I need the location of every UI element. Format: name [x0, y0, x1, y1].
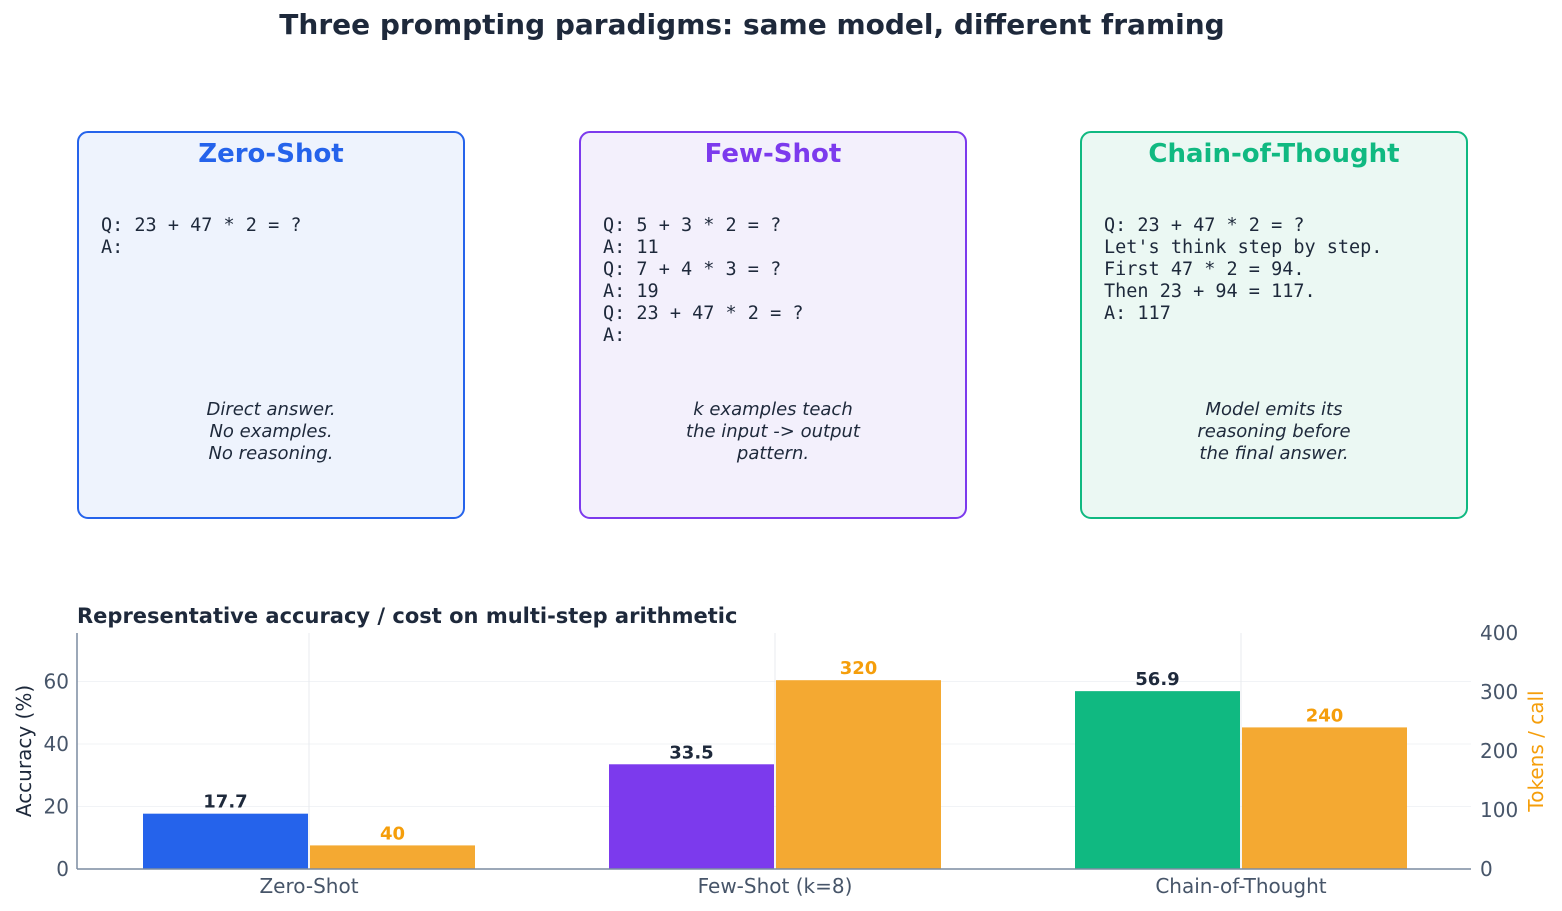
data-label-tokens: 320: [840, 658, 878, 679]
card-title: Zero-Shot: [198, 139, 344, 169]
card-description: Direct answer. No examples. No reasoning…: [206, 399, 336, 464]
y-tick-label-right: 200: [1480, 739, 1518, 763]
bar-accuracy: [609, 764, 774, 869]
x-tick-label: Chain-of-Thought: [1155, 874, 1326, 898]
y-tick-label-right: 300: [1480, 680, 1518, 704]
bar-accuracy: [1075, 691, 1240, 869]
bar-tokens: [1242, 727, 1407, 869]
y-tick-label-left: 60: [44, 669, 69, 693]
data-label-accuracy: 56.9: [1135, 669, 1179, 690]
y-tick-label-right: 0: [1480, 857, 1493, 881]
card-title: Chain-of-Thought: [1148, 139, 1400, 169]
bar-tokens: [776, 680, 941, 869]
card-title: Few-Shot: [704, 139, 842, 169]
chart-title: Representative accuracy / cost on multi-…: [77, 604, 738, 628]
card-zero-shot: Zero-Shot Q: 23 + 47 * 2 = ? A: Direct a…: [77, 131, 465, 519]
y-axis-label-left: Accuracy (%): [12, 685, 36, 817]
card-prompt-example: Q: 5 + 3 * 2 = ? A: 11 Q: 7 + 4 * 3 = ? …: [603, 215, 804, 346]
figure-title: Three prompting paradigms: same model, d…: [279, 8, 1225, 41]
labels-layer: 17.7 40 33.5 320 56.9 240: [203, 658, 1343, 844]
y-axis-label-right: Tokens / call: [1524, 690, 1548, 812]
y-tick-label-left: 40: [44, 732, 69, 756]
card-prompt-example: Q: 23 + 47 * 2 = ? Let's think step by s…: [1104, 215, 1383, 324]
card-prompt-example: Q: 23 + 47 * 2 = ? A:: [101, 215, 302, 258]
data-label-accuracy: 17.7: [203, 792, 247, 813]
card-chain-of-thought: Chain-of-Thought Q: 23 + 47 * 2 = ? Let'…: [1080, 131, 1468, 519]
card-description: k examples teach the input -> output pat…: [686, 399, 860, 464]
y-tick-label-right: 100: [1480, 798, 1518, 822]
bar-tokens: [310, 845, 475, 869]
card-few-shot: Few-Shot Q: 5 + 3 * 2 = ? A: 11 Q: 7 + 4…: [579, 131, 967, 519]
y-tick-label-left: 0: [56, 857, 69, 881]
bars-layer: [143, 680, 1407, 869]
data-label-tokens: 40: [380, 823, 405, 844]
y-tick-label-right: 400: [1480, 621, 1518, 645]
data-label-tokens: 240: [1306, 705, 1344, 726]
y-tick-label-left: 20: [44, 794, 69, 818]
x-tick-label: Few-Shot (k=8): [698, 874, 853, 898]
card-description: Model emits its reasoning before the fin…: [1197, 399, 1351, 464]
axes-layer: Zero-Shot Few-Shot (k=8) Chain-of-Thought 0…: [12, 621, 1548, 898]
x-tick-label: Zero-Shot: [259, 874, 358, 898]
data-label-accuracy: 33.5: [669, 742, 713, 763]
bar-accuracy: [143, 813, 308, 869]
